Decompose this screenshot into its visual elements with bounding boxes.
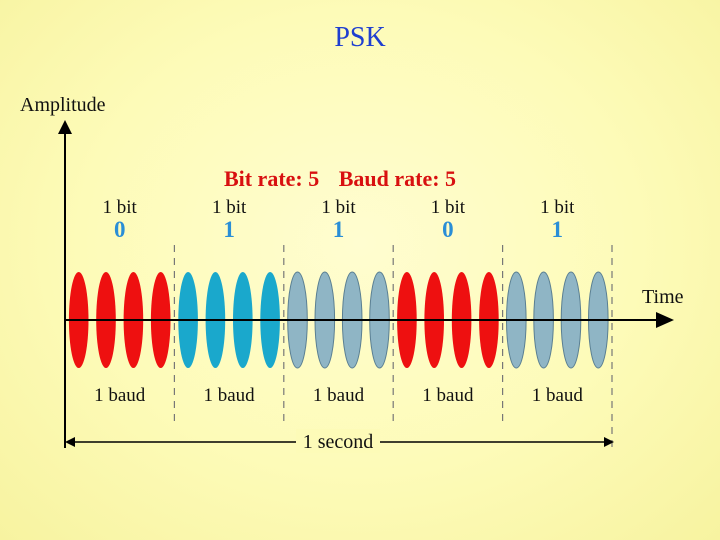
baud-label: 1 baud — [422, 385, 474, 406]
duration-label: 1 second — [303, 431, 374, 453]
slide-title: PSK — [334, 22, 386, 53]
bit-label: 1 bit — [103, 197, 138, 218]
bit-value: 1 — [552, 217, 564, 242]
baud-label: 1 baud — [532, 385, 584, 406]
bit-rate-label: Bit rate: 5 — [224, 166, 319, 191]
rate-header: Bit rate: 5 Baud rate: 5 — [224, 166, 456, 191]
amplitude-axis-label: Amplitude — [20, 94, 106, 116]
waveform-group — [68, 271, 609, 369]
duration-label-bg — [296, 429, 380, 453]
bit-value: 0 — [442, 217, 454, 242]
time-axis-arrow — [656, 312, 674, 328]
bit-label: 1 bit — [431, 197, 466, 218]
baud-label: 1 baud — [94, 385, 146, 406]
baud-dividers — [173, 245, 613, 450]
bit-label: 1 bit — [321, 197, 356, 218]
bit-value: 1 — [223, 217, 235, 242]
baud-rate-label: Baud rate: 5 — [339, 166, 456, 191]
bit-label: 1 bit — [212, 197, 247, 218]
time-axis-label: Time — [642, 286, 684, 308]
baud-label: 1 baud — [313, 385, 365, 406]
baud-label: 1 baud — [204, 385, 256, 406]
bit-value: 0 — [114, 217, 126, 242]
bit-value: 1 — [333, 217, 345, 242]
y-axis-arrow — [58, 120, 72, 134]
bit-label: 1 bit — [540, 197, 575, 218]
